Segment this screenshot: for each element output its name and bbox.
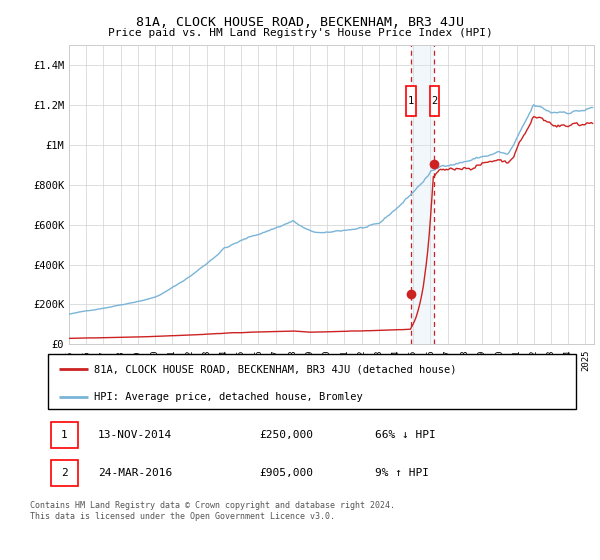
Text: 9% ↑ HPI: 9% ↑ HPI [376,468,430,478]
Text: 24-MAR-2016: 24-MAR-2016 [98,468,172,478]
Text: Price paid vs. HM Land Registry's House Price Index (HPI): Price paid vs. HM Land Registry's House … [107,28,493,38]
Bar [411,45,434,344]
Bar [50,460,78,487]
Text: 81A, CLOCK HOUSE ROAD, BECKENHAM, BR3 4JU: 81A, CLOCK HOUSE ROAD, BECKENHAM, BR3 4J… [136,16,464,29]
Bar [50,422,78,449]
Text: £905,000: £905,000 [259,468,313,478]
Text: Contains HM Land Registry data © Crown copyright and database right 2024.
This d: Contains HM Land Registry data © Crown c… [30,501,395,521]
Bar [406,86,416,116]
Text: 1: 1 [61,430,68,440]
Text: 2: 2 [431,96,437,106]
Text: 13-NOV-2014: 13-NOV-2014 [98,430,172,440]
FancyBboxPatch shape [48,354,576,409]
Text: HPI: Average price, detached house, Bromley: HPI: Average price, detached house, Brom… [94,392,363,402]
Text: 66% ↓ HPI: 66% ↓ HPI [376,430,436,440]
Bar [430,86,439,116]
Text: £250,000: £250,000 [259,430,313,440]
Text: 2: 2 [61,468,68,478]
Text: 1: 1 [408,96,414,106]
Text: 81A, CLOCK HOUSE ROAD, BECKENHAM, BR3 4JU (detached house): 81A, CLOCK HOUSE ROAD, BECKENHAM, BR3 4J… [94,365,457,374]
